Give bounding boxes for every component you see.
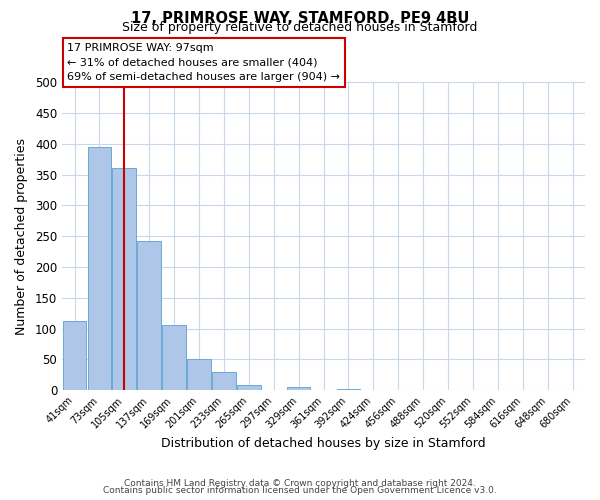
- Bar: [137, 241, 161, 390]
- Bar: [237, 386, 260, 390]
- Bar: [112, 168, 136, 390]
- Bar: [62, 321, 86, 390]
- Bar: [162, 326, 186, 390]
- Text: Contains public sector information licensed under the Open Government Licence v3: Contains public sector information licen…: [103, 486, 497, 495]
- Text: Size of property relative to detached houses in Stamford: Size of property relative to detached ho…: [122, 21, 478, 34]
- Bar: [337, 389, 360, 390]
- Text: 17 PRIMROSE WAY: 97sqm
← 31% of detached houses are smaller (404)
69% of semi-de: 17 PRIMROSE WAY: 97sqm ← 31% of detached…: [67, 42, 340, 82]
- Bar: [187, 360, 211, 390]
- Bar: [287, 387, 310, 390]
- X-axis label: Distribution of detached houses by size in Stamford: Distribution of detached houses by size …: [161, 437, 486, 450]
- Y-axis label: Number of detached properties: Number of detached properties: [15, 138, 28, 334]
- Bar: [88, 148, 111, 390]
- Text: Contains HM Land Registry data © Crown copyright and database right 2024.: Contains HM Land Registry data © Crown c…: [124, 478, 476, 488]
- Text: 17, PRIMROSE WAY, STAMFORD, PE9 4BU: 17, PRIMROSE WAY, STAMFORD, PE9 4BU: [131, 11, 469, 26]
- Bar: [212, 372, 236, 390]
